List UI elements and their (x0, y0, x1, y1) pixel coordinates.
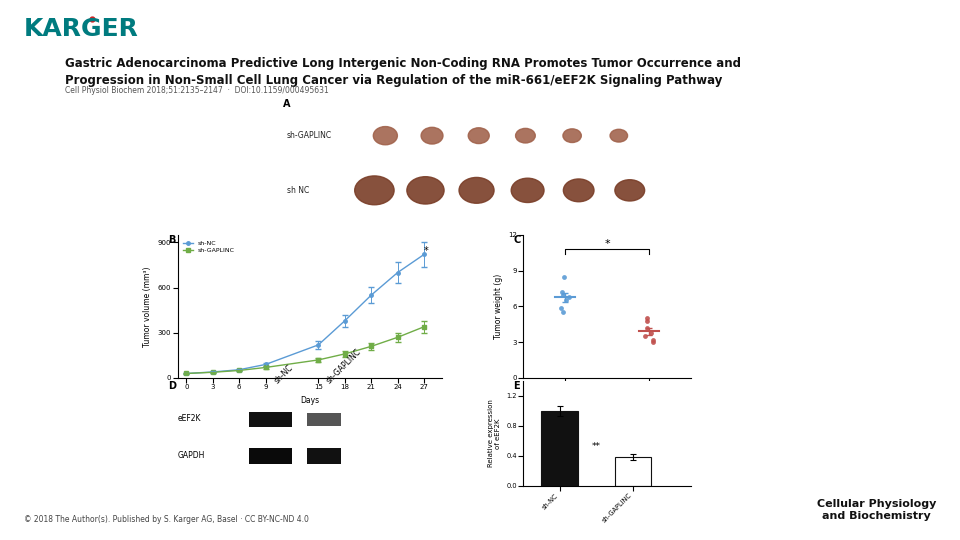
sh-GAPLINC (233, 367, 245, 374)
Line: sh-NC: sh-NC (184, 253, 425, 375)
Point (639, 316, 655, 325)
Text: *: * (424, 246, 429, 256)
sh-GAPLINC (260, 364, 272, 370)
sh-NC (366, 292, 377, 299)
Text: **: ** (591, 442, 601, 451)
Text: D: D (168, 381, 176, 391)
Line: sh-GAPLINC: sh-GAPLINC (184, 325, 425, 375)
sh-NC (260, 361, 272, 368)
Text: sh-GAPLINC: sh-GAPLINC (324, 347, 363, 386)
Point (639, 314, 655, 323)
Ellipse shape (354, 176, 395, 205)
sh-GAPLINC (419, 323, 430, 330)
Ellipse shape (564, 179, 594, 202)
Text: Cell Physiol Biochem 2018;51:2135–2147  ·  DOI:10.1159/000495631: Cell Physiol Biochem 2018;51:2135–2147 ·… (65, 86, 329, 96)
Text: GAPDH: GAPDH (178, 451, 205, 460)
Point (645, 335, 660, 344)
Point (556, 308, 571, 317)
Text: eEF2K: eEF2K (178, 414, 201, 423)
Point (555, 290, 570, 299)
Point (561, 293, 576, 301)
sh-NC (233, 367, 245, 373)
sh-GAPLINC (392, 334, 403, 341)
Ellipse shape (421, 127, 443, 144)
Text: C: C (514, 235, 521, 245)
Ellipse shape (614, 180, 645, 201)
Bar (541, 411, 578, 486)
X-axis label: Days: Days (300, 396, 319, 405)
Point (554, 288, 569, 296)
sh-NC (419, 251, 430, 258)
Point (644, 328, 660, 337)
Ellipse shape (516, 129, 536, 143)
Text: © 2018 The Author(s). Published by S. Karger AG, Basel · CC BY-NC-ND 4.0: © 2018 The Author(s). Published by S. Ka… (24, 515, 309, 524)
Y-axis label: Relative expression
of eEF2K: Relative expression of eEF2K (488, 400, 501, 467)
FancyBboxPatch shape (249, 411, 292, 427)
Point (558, 296, 573, 305)
sh-GAPLINC (366, 343, 377, 349)
sh-GAPLINC (339, 350, 350, 357)
sh-NC (180, 370, 192, 377)
Text: B: B (168, 235, 176, 245)
sh-NC (313, 342, 324, 348)
FancyBboxPatch shape (249, 448, 292, 464)
Ellipse shape (468, 128, 490, 144)
Point (637, 332, 653, 341)
Point (646, 338, 661, 347)
Point (639, 323, 655, 332)
Y-axis label: Tumor weight (g): Tumor weight (g) (493, 274, 502, 339)
Text: *: * (605, 239, 610, 248)
Point (556, 272, 571, 281)
Bar (614, 457, 651, 486)
Point (553, 303, 568, 312)
sh-NC (207, 369, 219, 375)
Text: sh-GAPLINC: sh-GAPLINC (287, 131, 332, 140)
Text: KARGER: KARGER (24, 17, 139, 41)
Text: E: E (514, 381, 520, 391)
sh-NC (339, 318, 350, 324)
Text: sh-NC: sh-NC (273, 363, 295, 386)
Ellipse shape (459, 178, 494, 203)
sh-NC (392, 269, 403, 276)
sh-GAPLINC (180, 370, 192, 377)
Ellipse shape (407, 177, 444, 204)
FancyBboxPatch shape (307, 413, 341, 426)
Y-axis label: Tumor volume (mm³): Tumor volume (mm³) (143, 266, 153, 347)
Ellipse shape (610, 129, 628, 142)
Text: Cellular Physiology
and Biochemistry: Cellular Physiology and Biochemistry (817, 499, 936, 521)
Legend: sh-NC, sh-GAPLINC: sh-NC, sh-GAPLINC (180, 238, 237, 255)
Text: A: A (283, 99, 291, 109)
sh-GAPLINC (313, 357, 324, 363)
Ellipse shape (511, 178, 544, 202)
Text: Gastric Adenocarcinoma Predictive Long Intergenic Non-Coding RNA Promotes Tumor : Gastric Adenocarcinoma Predictive Long I… (65, 57, 741, 87)
Ellipse shape (563, 129, 582, 143)
sh-GAPLINC (207, 369, 219, 375)
Text: sh NC: sh NC (287, 186, 309, 195)
FancyBboxPatch shape (307, 448, 341, 464)
Ellipse shape (373, 126, 397, 145)
